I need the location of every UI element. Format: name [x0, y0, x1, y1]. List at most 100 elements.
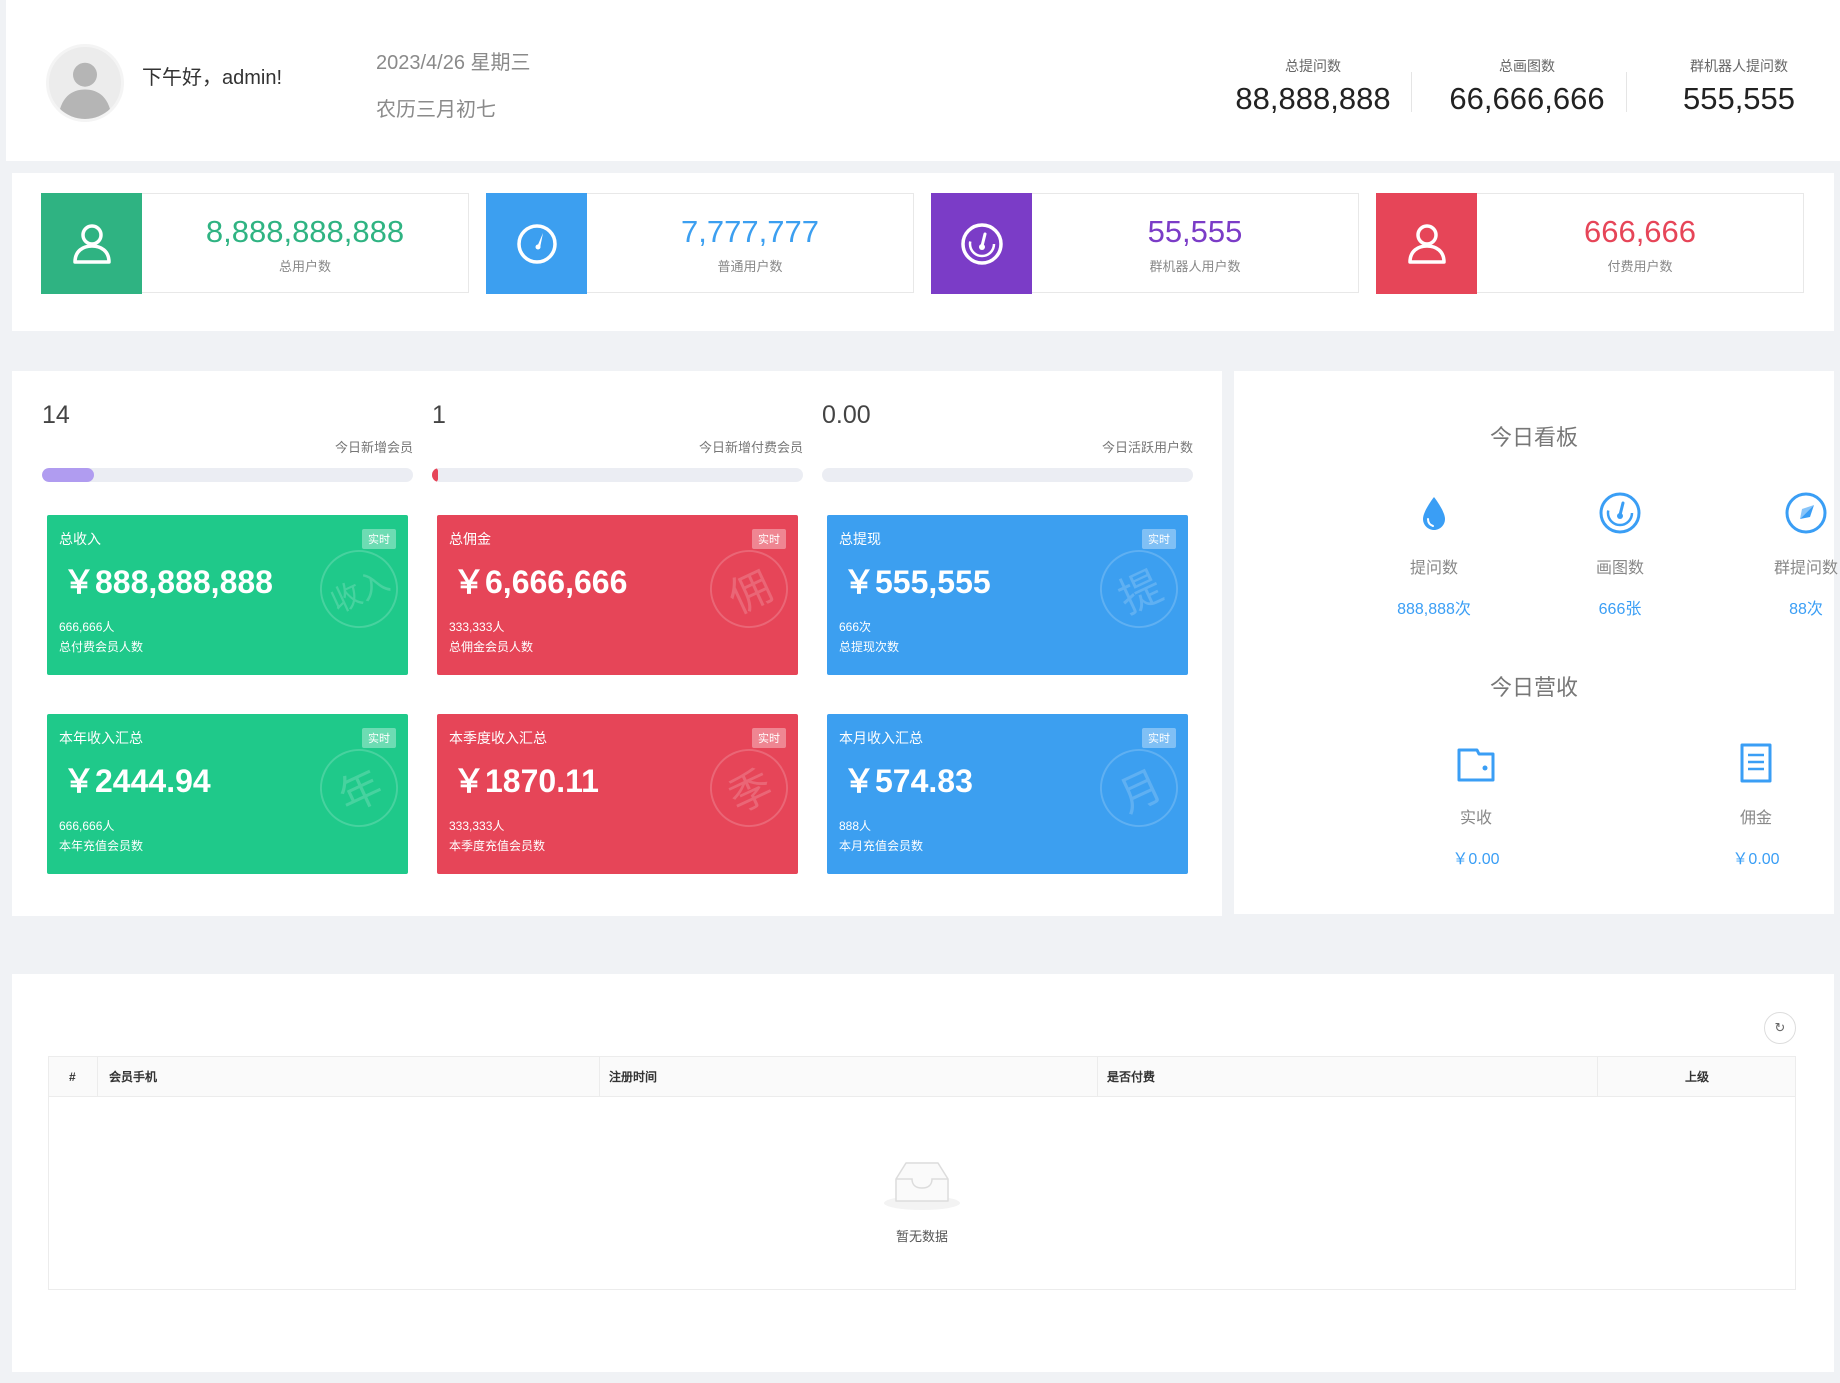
progress-new-paid-members: 1 今日新增付费会员	[432, 401, 803, 482]
divider	[1626, 72, 1627, 112]
speedometer-icon	[1599, 492, 1641, 534]
column-divider	[97, 1057, 98, 1097]
progress-value: 0.00	[822, 401, 871, 429]
card-count: 666,666人	[59, 819, 115, 833]
stat-card-total-users[interactable]: 8,888,888,888 总用户数	[41, 193, 469, 294]
stat-card-bot-users[interactable]: 55,555 群机器人用户数	[931, 193, 1359, 294]
today-panel: 今日看板 提问数 888,888次 画图数 666张	[1234, 371, 1838, 914]
stat-label: 总用户数	[278, 259, 331, 274]
progress-track	[42, 468, 413, 482]
today-commission: 佣金 ￥0.00	[1676, 736, 1836, 869]
compass-icon	[1785, 492, 1827, 534]
stat-label: 普通用户数	[717, 259, 783, 274]
stat-icon-box	[486, 193, 587, 294]
board-label: 群提问数	[1773, 560, 1838, 577]
wallet-icon	[1457, 748, 1495, 782]
column-divider	[1597, 1057, 1598, 1097]
header-stat-value: 555,555	[1682, 81, 1796, 116]
card-title: 本季度收入汇总	[449, 730, 547, 746]
watermark-seal: 佣	[697, 537, 798, 641]
today-questions: 提问数 888,888次	[1354, 486, 1514, 619]
refresh-button[interactable]: ↻	[1764, 1012, 1796, 1044]
revenue-card-quarterly[interactable]: 本季度收入汇总 实时 ￥1870.11 333,333人 本季度充值会员数 季	[437, 714, 798, 874]
realtime-badge: 实时	[752, 728, 786, 748]
revenue-card-total-commission[interactable]: 总佣金 实时 ￥6,666,666 333,333人 总佣金会员人数 佣	[437, 515, 798, 675]
header-stat-drawings: 总画图数 66,666,666	[1442, 56, 1612, 117]
card-count: 333,333人	[449, 620, 505, 634]
progress-fill	[42, 468, 94, 482]
board-label: 画图数	[1595, 560, 1644, 577]
column-header-phone[interactable]: 会员手机	[109, 1070, 158, 1084]
stat-value: 7,777,777	[681, 214, 819, 249]
board-label: 提问数	[1409, 560, 1458, 577]
column-header-index[interactable]: #	[69, 1070, 76, 1084]
column-header-paid[interactable]: 是否付费	[1107, 1070, 1156, 1084]
card-desc: 总提现次数	[839, 640, 900, 654]
card-count: 666,666人	[59, 620, 115, 634]
compass-icon	[516, 223, 557, 264]
members-table-panel: ↻ # 会员手机 注册时间 是否付费 上级 暂无数据	[12, 974, 1834, 1372]
progress-label: 今日新增会员	[334, 440, 413, 455]
empty-inbox-icon	[884, 1162, 960, 1210]
stat-value: 8,888,888,888	[205, 214, 405, 249]
progress-new-members: 14 今日新增会员	[42, 401, 413, 482]
card-desc: 总付费会员人数	[59, 640, 144, 654]
revenue-value: ￥0.00	[1452, 851, 1500, 868]
board-value: 88次	[1789, 601, 1823, 618]
stat-card-paid-users[interactable]: 666,666 付费用户数	[1376, 193, 1804, 294]
card-value: ￥6,666,666	[453, 564, 628, 600]
default-avatar-icon	[58, 62, 112, 119]
card-desc: 本年充值会员数	[59, 839, 144, 853]
watermark-seal: 季	[697, 736, 798, 840]
avatar[interactable]	[46, 44, 124, 122]
card-count: 333,333人	[449, 819, 505, 833]
user-icon	[1407, 223, 1446, 264]
empty-text: 暂无数据	[895, 1229, 948, 1244]
card-value: ￥574.83	[843, 763, 973, 799]
header-stat-value: 88,888,888	[1235, 81, 1391, 116]
header-stat-questions: 总提问数 88,888,888	[1228, 56, 1398, 117]
realtime-badge: 实时	[1142, 728, 1176, 748]
stat-icon-box	[1376, 193, 1477, 294]
realtime-badge: 实时	[362, 728, 396, 748]
today-revenue-title: 今日营收	[1489, 675, 1578, 700]
card-title: 总提现	[839, 531, 881, 547]
revenue-card-total-income[interactable]: 总收入 实时 ￥888,888,888 666,666人 总付费会员人数 收入	[47, 515, 408, 675]
today-group-questions: 群提问数 88次	[1726, 486, 1840, 619]
revenue-card-monthly[interactable]: 本月收入汇总 实时 ￥574.83 888人 本月充值会员数 月	[827, 714, 1188, 874]
table-header: # 会员手机 注册时间 是否付费 上级	[49, 1057, 1795, 1097]
card-desc: 本季度充值会员数	[449, 839, 546, 853]
column-header-register-time[interactable]: 注册时间	[609, 1070, 658, 1084]
progress-track	[432, 468, 803, 482]
card-value: ￥2444.94	[63, 763, 211, 799]
card-value: ￥888,888,888	[63, 564, 273, 600]
members-table: # 会员手机 注册时间 是否付费 上级 暂无数据	[48, 1056, 1796, 1290]
header-stat-label: 总画图数	[1499, 58, 1555, 74]
progress-track	[822, 468, 1193, 482]
user-stats-panel: 8,888,888,888 总用户数 7,777,777 普通用户数 55,55…	[12, 173, 1834, 331]
stat-value: 55,555	[1147, 214, 1243, 249]
header-stat-label: 群机器人提问数	[1690, 58, 1788, 74]
stat-card-normal-users[interactable]: 7,777,777 普通用户数	[486, 193, 914, 294]
document-icon	[1740, 743, 1772, 783]
stat-icon-box	[931, 193, 1032, 294]
progress-active-users: 0.00 今日活跃用户数	[822, 401, 1193, 482]
revenue-panel: 14 今日新增会员 1 今日新增付费会员 0.00 今日活跃用户数 总收入 实时…	[12, 371, 1222, 916]
watermark-seal: 年	[307, 736, 408, 840]
today-board-title: 今日看板	[1489, 425, 1578, 450]
card-count: 666次	[839, 620, 872, 634]
column-divider	[599, 1057, 600, 1097]
user-icon	[72, 223, 111, 264]
divider	[1411, 72, 1412, 112]
stat-label: 群机器人用户数	[1149, 259, 1241, 274]
lunar-date: 农历三月初七	[376, 99, 496, 121]
card-value: ￥555,555	[843, 564, 991, 600]
header-stat-bot-questions: 群机器人提问数 555,555	[1654, 56, 1824, 117]
column-header-parent[interactable]: 上级	[1684, 1070, 1709, 1084]
card-title: 总佣金	[449, 531, 491, 547]
revenue-card-total-withdrawal[interactable]: 总提现 实时 ￥555,555 666次 总提现次数 提	[827, 515, 1188, 675]
header-stat-value: 66,666,666	[1449, 81, 1605, 116]
revenue-label: 实收	[1459, 810, 1492, 827]
card-count: 888人	[839, 819, 872, 833]
revenue-card-yearly[interactable]: 本年收入汇总 实时 ￥2444.94 666,666人 本年充值会员数 年	[47, 714, 408, 874]
